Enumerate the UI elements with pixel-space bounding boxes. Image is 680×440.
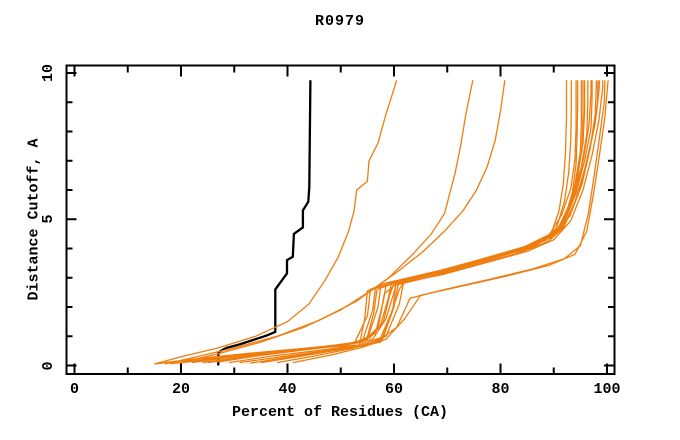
y-tick-label: 0 xyxy=(40,361,57,371)
orange-curve-13 xyxy=(260,80,604,364)
orange-curve-16 xyxy=(202,80,592,364)
x-tick-label: 80 xyxy=(491,381,510,398)
chart-title: R0979 xyxy=(314,13,365,30)
orange-curve-04 xyxy=(154,80,568,365)
x-tick-label: 0 xyxy=(69,381,79,398)
orange-curve-19 xyxy=(212,80,584,363)
curves xyxy=(154,80,609,366)
orange-curve-09 xyxy=(207,80,589,364)
x-tick-label: 60 xyxy=(384,381,403,398)
black-curve xyxy=(217,80,312,366)
x-tick-label: 40 xyxy=(278,381,297,398)
orange-curve-17 xyxy=(239,80,599,364)
orange-curve-02 xyxy=(164,80,474,365)
orange-curve-06 xyxy=(170,80,579,365)
orange-curve-05 xyxy=(159,80,572,364)
axis-ticks xyxy=(66,66,614,374)
orange-curve-03 xyxy=(180,80,506,364)
plot-frame xyxy=(65,64,616,375)
x-axis-label: Percent of Residues (CA) xyxy=(231,404,449,421)
orange-curve-15 xyxy=(292,80,609,364)
y-tick-label: 5 xyxy=(40,214,57,224)
orange-curve-11 xyxy=(228,80,598,364)
orange-curve-01 xyxy=(154,80,398,365)
x-tick-label: 20 xyxy=(171,381,190,398)
x-tick-label: 100 xyxy=(593,381,621,398)
orange-curve-18 xyxy=(175,80,577,364)
orange-curve-07 xyxy=(180,80,583,364)
y-tick-label: 10 xyxy=(40,64,57,83)
